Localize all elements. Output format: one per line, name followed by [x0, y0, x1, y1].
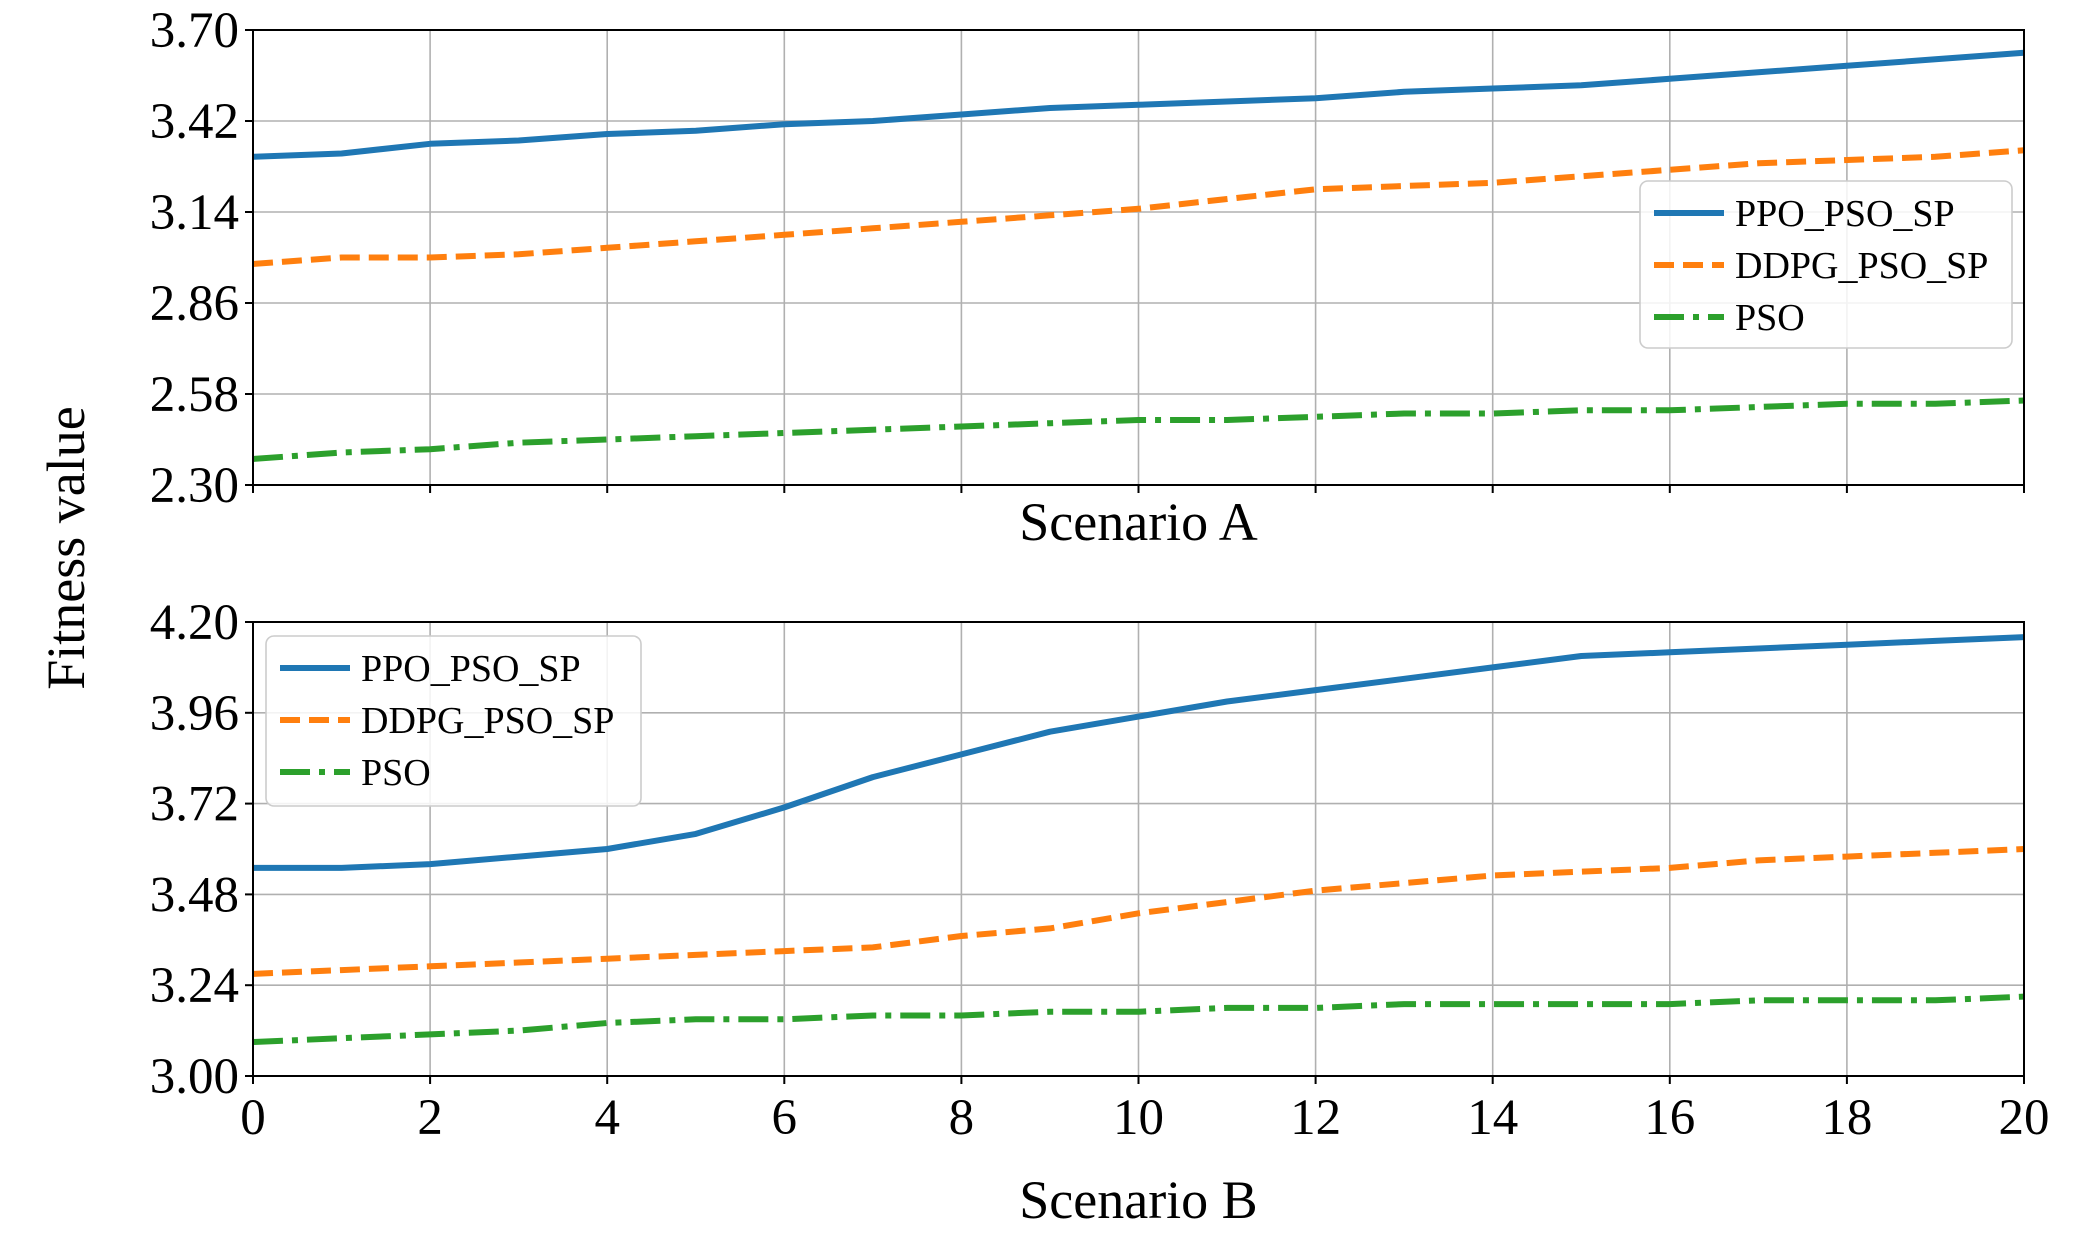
x-tick-label: 16: [1644, 1090, 1695, 1146]
x-axis-title: Scenario A: [1019, 492, 1257, 552]
x-tick-label: 14: [1467, 1090, 1518, 1146]
y-tick-label: 3.24: [150, 958, 239, 1014]
x-tick-label: 8: [949, 1090, 975, 1146]
legend-label: DDPG_PSO_SP: [361, 700, 614, 742]
x-tick-label: 10: [1113, 1090, 1164, 1146]
legend-label: PSO: [361, 752, 431, 794]
x-tick-label: 2: [417, 1090, 443, 1146]
x-tick-label: 4: [594, 1090, 620, 1146]
series-line-ddpg-pso-sp: [252, 147, 2025, 267]
legend-label: PPO_PSO_SP: [361, 648, 581, 690]
x-tick-label: 12: [1290, 1090, 1341, 1146]
series-line-pso: [252, 397, 2025, 462]
legend: PPO_PSO_SP DDPG_PSO_SP PSO: [1639, 180, 2013, 349]
chart-panel-scenario-a: 2.30 2.58 2.86 3.14 3.42 3.70 Scenario A PPO_PS…: [150, 3, 2025, 552]
y-tick-label: 3.72: [150, 777, 239, 833]
chart-panel-scenario-b: 0 2 4 6 8 10 12 14 16 18 20 3.00 3.24 3.48 3.72 3.96 4.2…: [150, 595, 2050, 1230]
y-tick-label: 4.20: [150, 595, 239, 651]
x-tick-label: 0: [240, 1090, 266, 1146]
legend-label: DDPG_PSO_SP: [1735, 245, 1988, 287]
y-tick-label: 3.70: [150, 3, 239, 59]
y-tick-label: 3.48: [150, 867, 239, 923]
y-tick-label: 2.30: [150, 458, 239, 514]
legend-label: PPO_PSO_SP: [1735, 193, 1955, 235]
y-axis-title: Fitness value: [36, 406, 96, 689]
y-tick-label: 3.96: [150, 686, 239, 742]
x-tick-label: 20: [1999, 1090, 2050, 1146]
legend-label: PSO: [1735, 297, 1805, 339]
y-tick-label: 3.00: [150, 1049, 239, 1105]
legend-box: [1639, 180, 2013, 349]
series-line-ddpg-pso-sp: [252, 846, 2025, 977]
y-tick-label: 2.58: [150, 367, 239, 423]
y-tick-label: 2.86: [150, 276, 239, 332]
series-line-pso: [252, 993, 2025, 1045]
legend-box: [265, 635, 642, 807]
series-line-ppo-pso-sp: [252, 49, 2025, 160]
y-tick-label: 3.14: [150, 185, 239, 241]
legend: PPO_PSO_SP DDPG_PSO_SP PSO: [265, 635, 642, 807]
series-line-ppo-pso-sp: [253, 634, 2025, 871]
x-tick-label: 6: [772, 1090, 798, 1146]
x-axis-title: Scenario B: [1019, 1170, 1257, 1230]
x-tick-label: 18: [1821, 1090, 1872, 1146]
y-tick-label: 3.42: [150, 94, 239, 150]
